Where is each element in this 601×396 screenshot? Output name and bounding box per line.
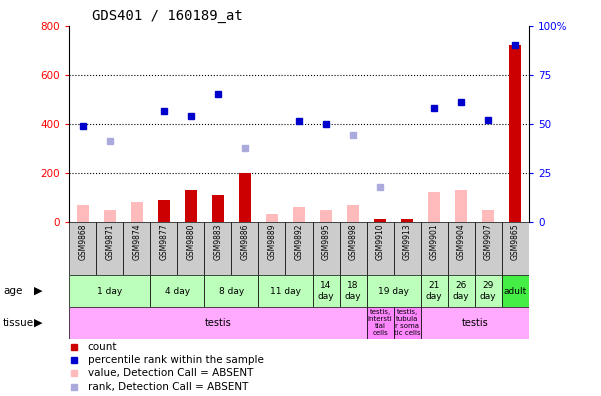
Bar <box>394 307 421 339</box>
Bar <box>475 222 502 275</box>
Bar <box>421 275 448 307</box>
Text: GSM9883: GSM9883 <box>213 223 222 260</box>
Bar <box>340 222 367 275</box>
Bar <box>502 222 529 275</box>
Text: 19 day: 19 day <box>378 287 409 295</box>
Bar <box>340 275 367 307</box>
Bar <box>509 45 522 222</box>
Text: 18
day: 18 day <box>345 282 361 301</box>
Bar <box>76 205 89 222</box>
Bar <box>320 209 332 222</box>
Bar <box>212 195 224 222</box>
Text: GSM9895: GSM9895 <box>322 223 331 260</box>
Bar <box>69 222 96 275</box>
Text: GSM9901: GSM9901 <box>430 223 439 260</box>
Bar <box>258 222 285 275</box>
Bar <box>502 275 529 307</box>
Bar <box>69 275 150 307</box>
Bar <box>293 207 305 222</box>
Text: GSM9865: GSM9865 <box>511 223 520 260</box>
Bar <box>103 209 116 222</box>
Text: testis,
intersti
tial
cells: testis, intersti tial cells <box>368 309 392 336</box>
Bar <box>123 222 150 275</box>
Bar <box>150 222 177 275</box>
Text: GSM9886: GSM9886 <box>240 223 249 260</box>
Text: adult: adult <box>504 287 527 295</box>
Bar <box>157 200 170 222</box>
Text: tissue: tissue <box>3 318 34 328</box>
Bar <box>448 275 475 307</box>
Bar <box>239 173 251 222</box>
Text: age: age <box>3 286 22 296</box>
Bar <box>455 190 468 222</box>
Bar <box>374 219 386 222</box>
Text: GSM9871: GSM9871 <box>105 223 114 260</box>
Text: GSM9889: GSM9889 <box>267 223 276 260</box>
Bar <box>285 222 313 275</box>
Bar <box>313 275 340 307</box>
Bar <box>69 307 367 339</box>
Bar <box>96 222 123 275</box>
Text: GSM9874: GSM9874 <box>132 223 141 260</box>
Bar <box>367 307 394 339</box>
Text: value, Detection Call = ABSENT: value, Detection Call = ABSENT <box>88 368 253 378</box>
Bar <box>150 275 204 307</box>
Bar <box>266 214 278 222</box>
Bar <box>185 190 197 222</box>
Bar <box>401 219 413 222</box>
Bar <box>367 222 394 275</box>
Bar <box>177 222 204 275</box>
Text: GSM9913: GSM9913 <box>403 223 412 260</box>
Text: 26
day: 26 day <box>453 282 469 301</box>
Bar <box>475 275 502 307</box>
Text: GSM9880: GSM9880 <box>186 223 195 260</box>
Text: testis: testis <box>462 318 488 328</box>
Bar <box>258 275 313 307</box>
Bar <box>313 222 340 275</box>
Text: 4 day: 4 day <box>165 287 190 295</box>
Text: testis: testis <box>204 318 231 328</box>
Text: GSM9910: GSM9910 <box>376 223 385 260</box>
Bar <box>130 202 143 222</box>
Bar <box>428 192 441 222</box>
Bar <box>394 222 421 275</box>
Text: GSM9898: GSM9898 <box>349 223 358 260</box>
Text: 1 day: 1 day <box>97 287 123 295</box>
Text: testis,
tubula
r soma
tic cells: testis, tubula r soma tic cells <box>394 309 421 336</box>
Bar <box>231 222 258 275</box>
Bar <box>204 222 231 275</box>
Bar <box>482 209 495 222</box>
Text: 11 day: 11 day <box>270 287 301 295</box>
Bar <box>367 275 421 307</box>
Text: GSM9877: GSM9877 <box>159 223 168 260</box>
Text: ▶: ▶ <box>34 318 42 328</box>
Bar <box>421 307 529 339</box>
Text: percentile rank within the sample: percentile rank within the sample <box>88 355 263 365</box>
Text: 29
day: 29 day <box>480 282 496 301</box>
Text: GSM9904: GSM9904 <box>457 223 466 260</box>
Text: 14
day: 14 day <box>318 282 334 301</box>
Bar <box>448 222 475 275</box>
Bar <box>204 275 258 307</box>
Text: count: count <box>88 342 117 352</box>
Text: GSM9907: GSM9907 <box>484 223 493 260</box>
Text: GSM9868: GSM9868 <box>78 223 87 260</box>
Bar <box>421 222 448 275</box>
Text: GDS401 / 160189_at: GDS401 / 160189_at <box>92 10 243 23</box>
Text: 8 day: 8 day <box>219 287 244 295</box>
Text: 21
day: 21 day <box>426 282 442 301</box>
Text: ▶: ▶ <box>34 286 42 296</box>
Bar <box>347 205 359 222</box>
Text: rank, Detection Call = ABSENT: rank, Detection Call = ABSENT <box>88 382 248 392</box>
Text: GSM9892: GSM9892 <box>294 223 304 260</box>
